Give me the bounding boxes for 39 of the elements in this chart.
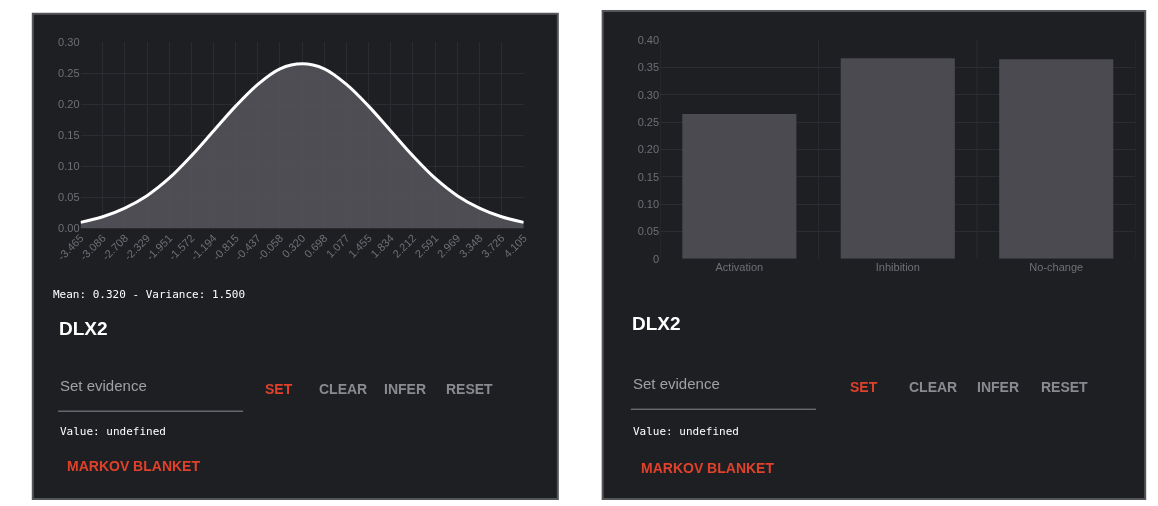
- text: RESET: [446, 381, 494, 397]
- text: Value: undefined: [633, 425, 739, 438]
- text: SET: [265, 381, 293, 397]
- text: DLX2: [59, 318, 108, 339]
- text: CLEAR: [319, 381, 368, 397]
- x-tick-label: No-change: [1029, 260, 1084, 273]
- y-tick-label: 0.25: [58, 67, 80, 80]
- x-tick-label: Inhibition: [875, 260, 920, 273]
- y-tick-label: 0.20: [58, 98, 80, 111]
- text: Set evidence: [60, 377, 147, 394]
- y-tick-label: 0.20: [637, 143, 660, 156]
- text: Set evidence: [633, 375, 720, 392]
- text: Mean: 0.320 - Variance: 1.500: [53, 288, 246, 301]
- y-tick-label: 0: [652, 252, 660, 265]
- y-tick-label: 0.05: [58, 191, 80, 204]
- text: INFER: [384, 381, 426, 397]
- y-tick-label: 0.30: [58, 35, 80, 48]
- text: MARKOV BLANKET: [67, 458, 201, 474]
- y-tick-label: 0.35: [637, 61, 660, 74]
- y-tick-label: 0.00: [58, 222, 80, 235]
- bar: [840, 58, 955, 259]
- text: CLEAR: [909, 379, 958, 395]
- text: INFER: [977, 379, 1019, 395]
- y-tick-label: 0.15: [637, 170, 660, 183]
- y-tick-label: 0.05: [637, 225, 660, 238]
- text: MARKOV BLANKET: [641, 460, 775, 476]
- text: RESET: [1041, 379, 1089, 395]
- text: Value: undefined: [60, 425, 166, 438]
- x-tick-label: Activation: [715, 260, 764, 273]
- y-tick-label: 0.15: [58, 129, 80, 142]
- y-tick-label: 0.40: [637, 34, 660, 47]
- y-tick-label: 0.10: [58, 160, 80, 173]
- y-tick-label: 0.25: [637, 116, 660, 129]
- y-tick-label: 0.30: [637, 88, 660, 101]
- text: DLX2: [632, 313, 681, 334]
- bar: [999, 59, 1114, 259]
- bar: [682, 113, 797, 259]
- y-tick-label: 0.10: [637, 198, 660, 211]
- text: SET: [850, 379, 878, 395]
